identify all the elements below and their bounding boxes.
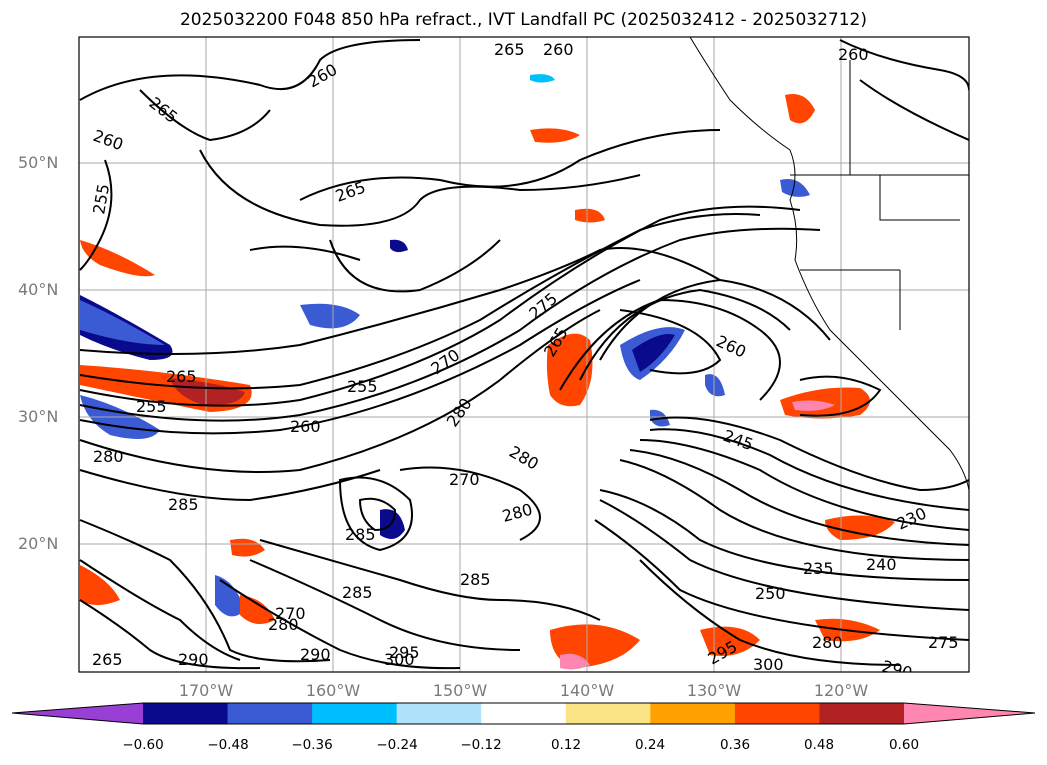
- map-frame: [78, 36, 970, 673]
- colorbar-extend-low: [12, 703, 143, 724]
- colorbar-tick-label: −0.12: [460, 737, 502, 753]
- contour-label: 285: [460, 570, 491, 589]
- lon-label-160w: 160°W: [305, 681, 361, 700]
- contour-lines: [79, 39, 969, 670]
- shading-blob: [240, 595, 275, 624]
- shading-blob: [530, 128, 580, 143]
- shading-blob: [780, 179, 810, 197]
- lon-label-140w: 140°W: [559, 681, 615, 700]
- colorbar-tick-label: 0.60: [888, 737, 920, 753]
- shading-blob: [80, 565, 120, 605]
- lon-label-120w: 120°W: [813, 681, 869, 700]
- lat-label-40n: 40°N: [18, 280, 59, 299]
- colorbar-segment: [143, 703, 229, 724]
- colorbar: [11, 702, 1036, 725]
- shading-blob: [380, 509, 405, 539]
- colorbar-tick-label: 0.36: [719, 737, 751, 753]
- graticule: [79, 37, 969, 672]
- colorbar-outline: [11, 702, 1036, 725]
- lat-label-30n: 30°N: [18, 407, 59, 426]
- colorbar-segment: [734, 703, 820, 724]
- shading-blob: [80, 300, 165, 345]
- contour-label: 290: [178, 650, 209, 669]
- shading-blob: [546, 333, 593, 407]
- contour-label: 265: [92, 650, 123, 669]
- coastline: [689, 37, 969, 491]
- colorbar-segment: [650, 703, 736, 724]
- shading-blob: [700, 626, 760, 656]
- shading-blob: [170, 378, 245, 405]
- colorbar-tick-label: −0.48: [207, 737, 249, 753]
- shading-blob: [300, 303, 360, 329]
- contour-label: 300: [384, 650, 415, 669]
- shading-blob: [80, 240, 155, 277]
- shading-blob: [785, 94, 815, 124]
- colorbar-segment: [565, 703, 651, 724]
- colorbar-segment: [312, 703, 398, 724]
- lon-label-130w: 130°W: [686, 681, 742, 700]
- colorbar-segment: [819, 703, 905, 724]
- contour-label: 235: [803, 559, 834, 578]
- contour-label: 265: [494, 40, 525, 59]
- lat-label-50n: 50°N: [18, 153, 59, 172]
- contour-label: 280: [812, 633, 843, 652]
- contour-label: 275: [928, 633, 959, 652]
- contour-label: 250: [755, 584, 786, 603]
- contour-label: 290: [300, 645, 331, 664]
- contour-label: 285: [342, 583, 373, 602]
- contour-label: 260: [543, 40, 574, 59]
- lon-label-170w: 170°W: [178, 681, 234, 700]
- shading-blob: [530, 74, 555, 83]
- contour-label: 270: [449, 470, 480, 489]
- chart-title: 2025032200 F048 850 hPa refract., IVT La…: [179, 10, 867, 30]
- colorbar-tick-label: −0.24: [376, 737, 418, 753]
- colorbar-extend-high: [904, 703, 1035, 724]
- contour-label: 265: [166, 367, 197, 386]
- colorbar-tick-label: −0.36: [291, 737, 333, 753]
- map-background: [79, 37, 969, 672]
- shading-blob: [792, 400, 835, 411]
- contour-label: 255: [136, 397, 167, 416]
- shading-blob: [632, 334, 675, 372]
- contour-label: 240: [866, 555, 897, 574]
- contour-label: 260: [838, 45, 869, 64]
- contour-label: 270: [275, 604, 306, 623]
- shading-blob: [560, 653, 590, 670]
- shading-blob: [575, 208, 605, 223]
- colorbar-tick-label: −0.60: [122, 737, 164, 753]
- shading-blob: [215, 575, 245, 617]
- colorbar-segment: [481, 703, 567, 724]
- contour-label: 260: [290, 417, 321, 436]
- contour-label: 280: [93, 447, 124, 466]
- colorbar-tick-label: 0.48: [803, 737, 835, 753]
- lat-label-20n: 20°N: [18, 534, 59, 553]
- shading-layer: [80, 74, 895, 670]
- colorbar-tick-label: 0.24: [634, 737, 666, 753]
- colorbar-segment: [396, 703, 482, 724]
- contour-label: 285: [168, 495, 199, 514]
- lon-label-150w: 150°W: [432, 681, 488, 700]
- contour-label: 255: [347, 377, 378, 396]
- colorbar-tick-label: 0.12: [550, 737, 582, 753]
- shading-blob: [390, 239, 408, 253]
- colorbar-segment: [227, 703, 313, 724]
- contour-label: 285: [345, 525, 376, 544]
- contour-label: 280: [268, 615, 299, 634]
- contour-label: 295: [389, 643, 420, 662]
- shading-blob: [705, 374, 725, 397]
- map-plot: 265 260 260 265 260 255 260 265 275 265 …: [78, 36, 970, 674]
- shading-blob: [825, 515, 895, 540]
- shading-blob: [230, 538, 265, 557]
- contour-label: 300: [753, 655, 784, 674]
